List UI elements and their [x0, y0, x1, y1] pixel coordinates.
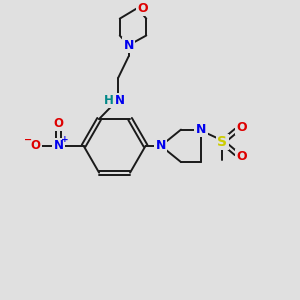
Text: O: O [31, 139, 40, 152]
Text: H: H [104, 94, 114, 107]
Text: N: N [115, 94, 125, 107]
Text: O: O [236, 121, 247, 134]
Text: O: O [236, 150, 247, 163]
Text: N: N [53, 139, 64, 152]
Text: +: + [61, 135, 69, 144]
Text: O: O [137, 2, 148, 14]
Text: N: N [196, 123, 206, 136]
Text: N: N [156, 139, 166, 152]
Text: N: N [123, 39, 134, 52]
Text: S: S [217, 135, 227, 149]
Text: O: O [53, 117, 64, 130]
Text: −: − [24, 134, 32, 144]
